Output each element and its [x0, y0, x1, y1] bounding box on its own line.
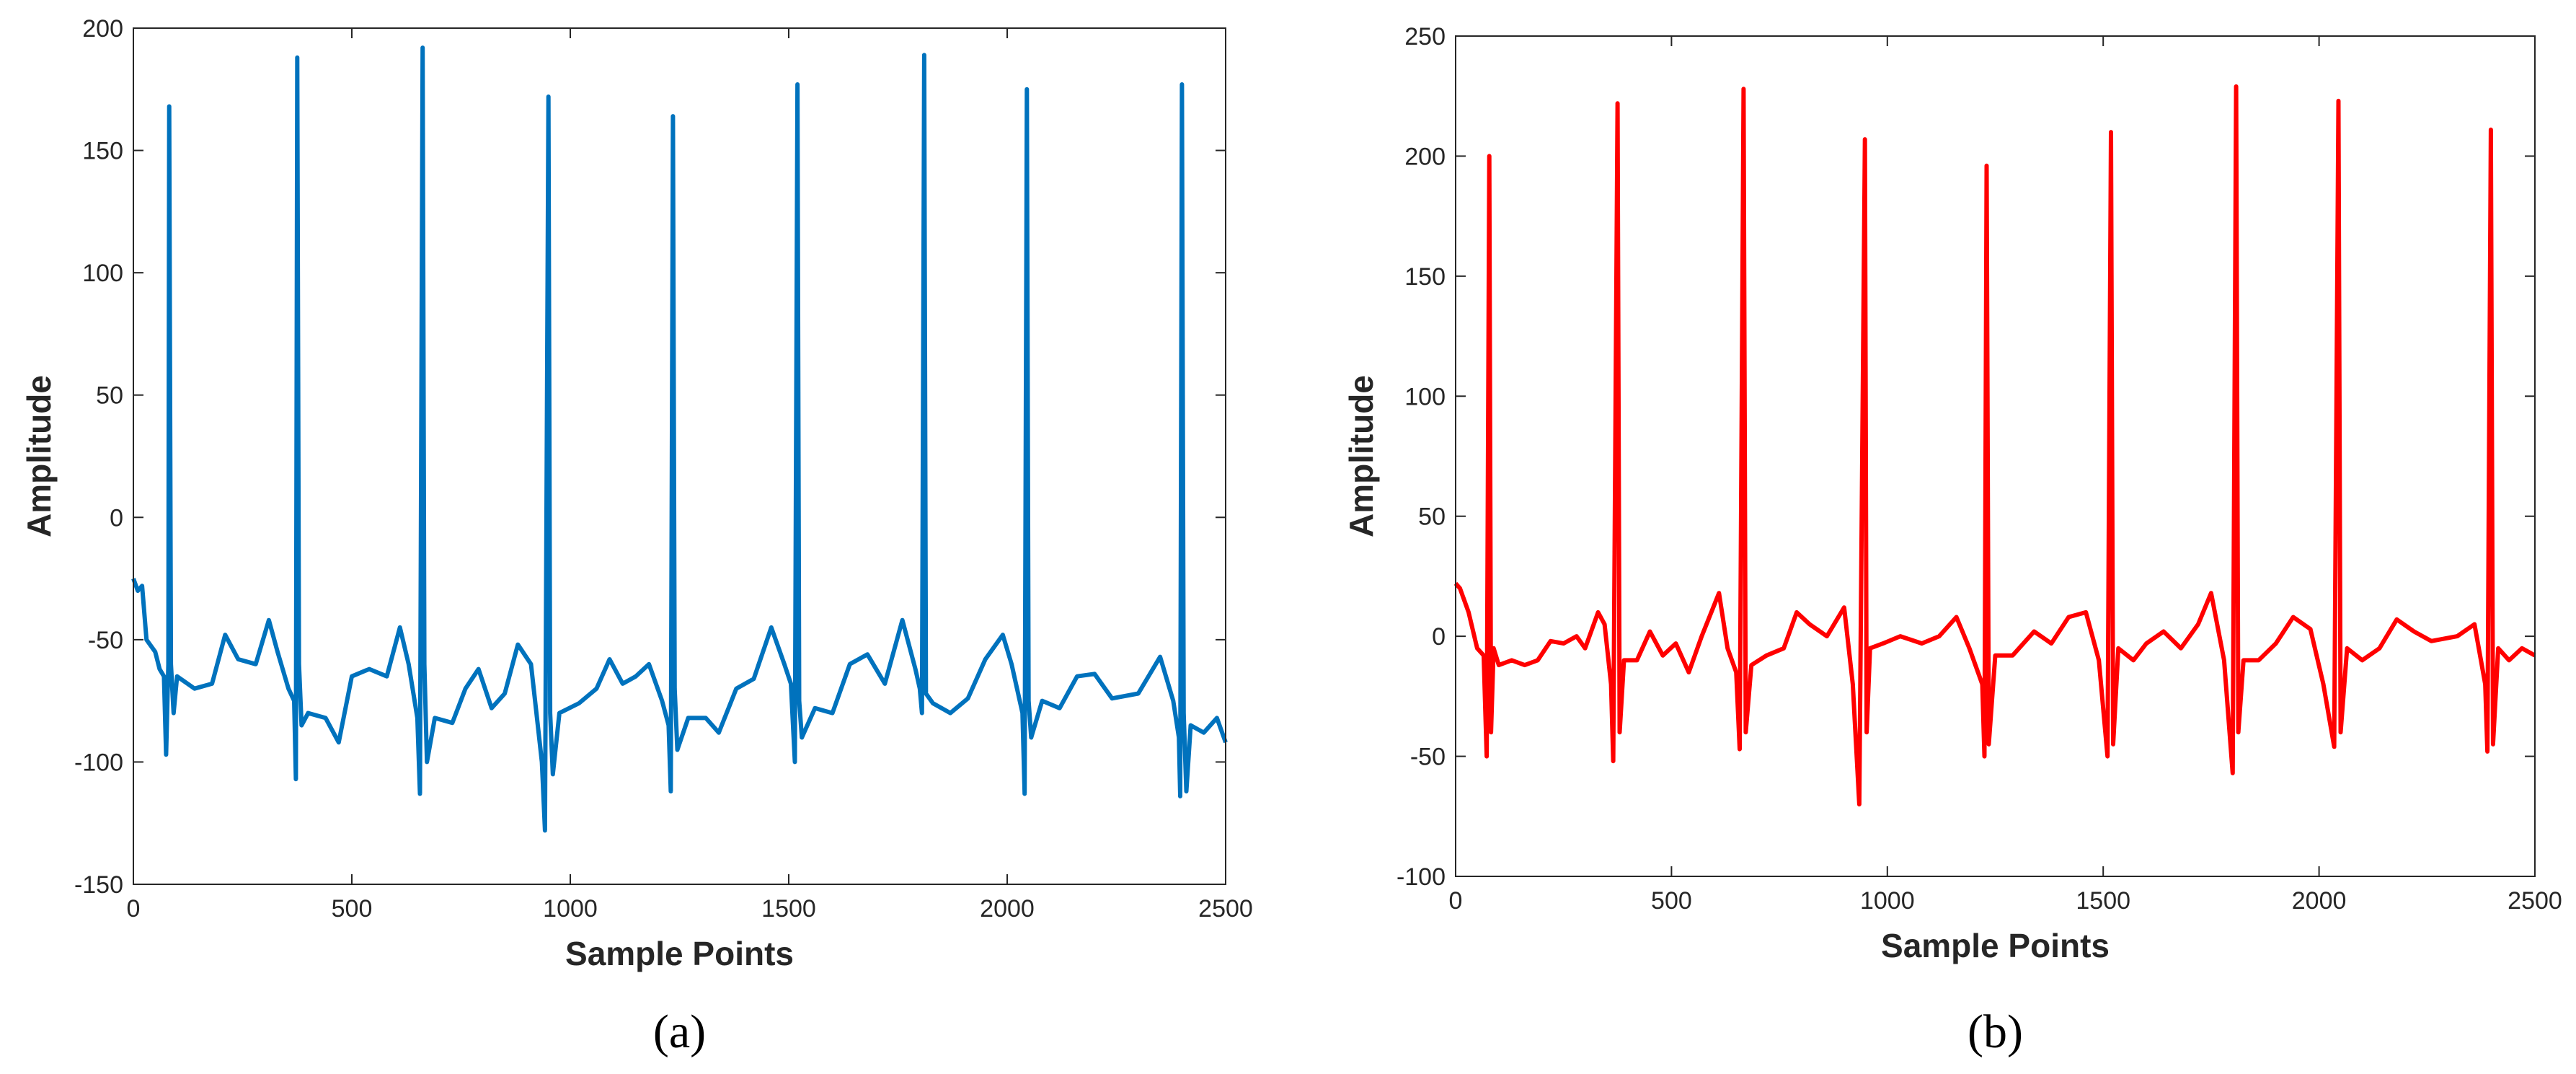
x-tick-label: 1000: [543, 895, 598, 923]
y-tick-label: 50: [1418, 503, 1446, 531]
y-tick-label: -150: [74, 871, 123, 899]
y-tick-label: 0: [1432, 623, 1446, 651]
x-tick-label: 2000: [2292, 887, 2347, 915]
y-tick-label: -100: [1397, 863, 1446, 891]
y-tick-label: 250: [1404, 23, 1446, 50]
signal-line: [131, 45, 1228, 833]
x-tick-label: 500: [332, 895, 373, 923]
x-axis-label: Sample Points: [1881, 927, 2110, 964]
x-tick-label: 1500: [761, 895, 816, 923]
y-axis-label: Amplitude: [20, 375, 58, 537]
x-tick-label: 0: [127, 895, 141, 923]
x-tick-label: 0: [1449, 887, 1463, 915]
x-tick-label: 2000: [980, 895, 1035, 923]
y-axis-label: Amplitude: [1342, 375, 1380, 537]
y-tick-label: -100: [74, 749, 123, 776]
x-tick-label: 2500: [1198, 895, 1253, 923]
panel-caption: (b): [1968, 1005, 2023, 1058]
y-tick-label: 50: [96, 382, 123, 410]
plot-frame: [133, 27, 1226, 885]
plot-frame: [1455, 35, 2536, 877]
panel-caption: (a): [653, 1005, 706, 1058]
y-tick-label: 0: [110, 504, 123, 532]
y-tick-label: 150: [1404, 263, 1446, 291]
x-axis-label: Sample Points: [565, 935, 794, 972]
signal-line: [1453, 84, 2536, 807]
x-tick-label: 1500: [2076, 887, 2130, 915]
y-tick-label: 100: [82, 260, 123, 287]
x-tick-label: 2500: [2508, 887, 2562, 915]
x-tick-label: 1000: [1860, 887, 1915, 915]
y-tick-label: -50: [88, 627, 123, 654]
y-tick-label: -50: [1410, 744, 1446, 771]
y-tick-label: 150: [82, 138, 123, 165]
y-tick-label: 200: [82, 15, 123, 43]
y-tick-label: 100: [1404, 383, 1446, 410]
x-tick-label: 500: [1651, 887, 1692, 915]
y-tick-label: 200: [1404, 143, 1446, 170]
